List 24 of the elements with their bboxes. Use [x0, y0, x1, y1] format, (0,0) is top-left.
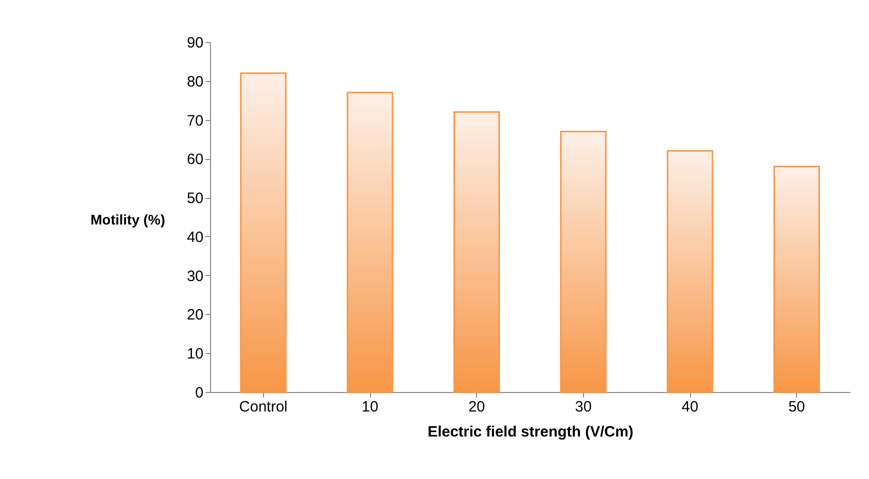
- bar: [560, 130, 607, 393]
- y-tick-label: 40: [186, 228, 204, 246]
- y-tick-label: 80: [186, 73, 204, 90]
- x-tick-label: Control: [239, 398, 288, 416]
- x-axis-title: Electric field strength (V/Cm): [428, 424, 634, 440]
- x-tick-label: 20: [468, 398, 486, 416]
- bar: [346, 92, 394, 393]
- y-tick-label: 70: [186, 112, 204, 130]
- y-tick-label: 60: [186, 151, 204, 168]
- y-axis-title: Motility (%): [90, 212, 166, 228]
- y-tick-label: 0: [195, 384, 204, 402]
- y-tick-label: 50: [186, 190, 204, 208]
- x-tick-label: 10: [362, 398, 378, 416]
- x-tick-label: 30: [574, 398, 592, 416]
- y-tick-label: 10: [186, 346, 204, 363]
- bar: [773, 166, 820, 393]
- bar: [453, 111, 500, 393]
- bar: [666, 150, 714, 393]
- x-tick-label: 40: [682, 398, 698, 416]
- y-tick-label: 20: [186, 306, 204, 324]
- y-tick-label: 90: [186, 34, 204, 52]
- y-tick-label: 30: [186, 268, 204, 285]
- x-tick-label: 50: [788, 398, 806, 416]
- bar: [240, 72, 287, 393]
